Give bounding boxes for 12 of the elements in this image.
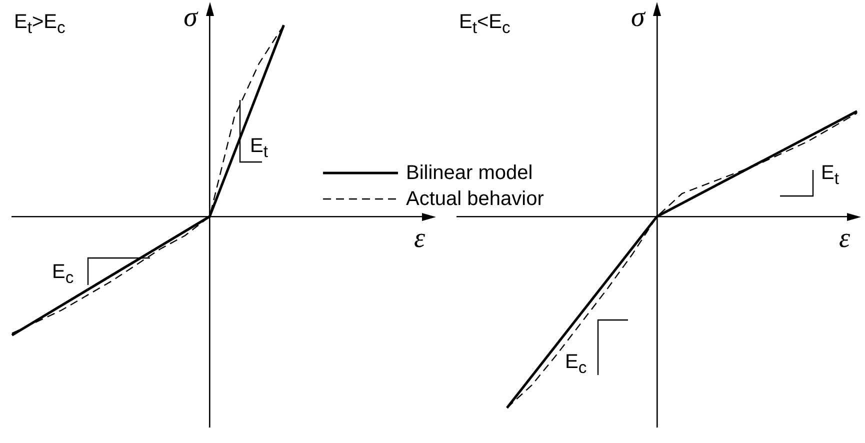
y-axis-title: σ [184,2,198,33]
annotation: E$_{t}$ [821,162,839,188]
chart-title: E$_{t}$<E$_{c}$ [459,11,510,37]
x-axis-title: ε [839,222,850,254]
chart-title: E$_{t}$>E$_{c}$ [14,11,66,37]
legend-label: Actual behavior [406,188,544,210]
annotation: E$_{c}$ [565,351,587,377]
y-axis-title: σ [631,2,645,33]
legend-label: Bilinear model [406,162,533,184]
x-axis-title: ε [414,222,426,254]
annotation: E$_{c}$ [52,261,74,287]
annotation: E$_{t}$ [250,135,268,161]
